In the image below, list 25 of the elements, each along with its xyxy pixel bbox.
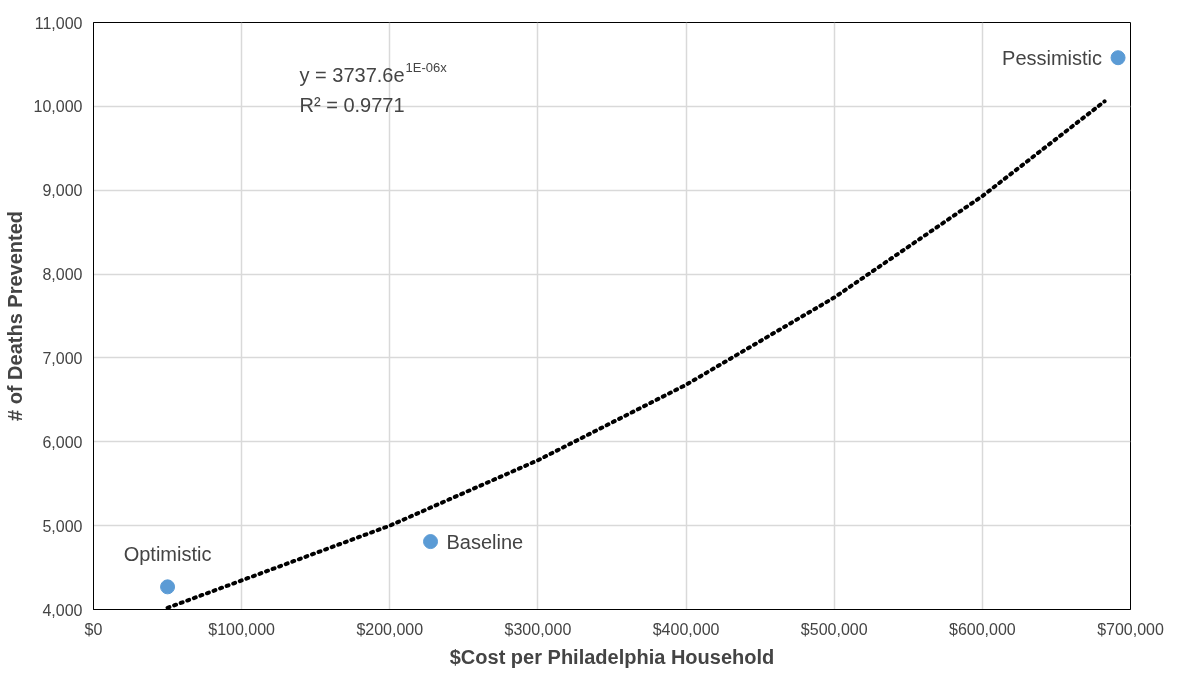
x-tick-label: $100,000 — [208, 620, 276, 638]
annotation: Baseline — [446, 530, 524, 553]
x-tick-label: $200,000 — [356, 620, 424, 638]
x-tick-label: $300,000 — [504, 620, 572, 638]
annotation: Pessimistic — [1002, 46, 1103, 69]
annotation: Optimistic — [123, 542, 212, 565]
annotation: R² = 0.9771 — [299, 93, 405, 116]
y-tick-label: 9,000 — [42, 182, 83, 200]
y-tick-label: 7,000 — [42, 349, 83, 367]
x-tick-label: $400,000 — [652, 620, 720, 638]
y-axis-title: # of Deaths Prevented — [3, 210, 26, 422]
x-tick-label: $500,000 — [800, 620, 868, 638]
y-tick-label: 11,000 — [34, 14, 83, 32]
y-tick-label: 6,000 — [42, 433, 83, 451]
x-axis-title: $Cost per Philadelphia Household — [449, 645, 775, 668]
y-tick-label: 4,000 — [42, 601, 83, 619]
x-tick-label: $600,000 — [948, 620, 1016, 638]
y-tick-label: 8,000 — [42, 266, 83, 284]
point — [1110, 50, 1126, 66]
point — [160, 579, 176, 595]
x-tick-label: $0 — [84, 620, 103, 638]
point — [423, 534, 439, 550]
x-tick-label: $700,000 — [1097, 620, 1164, 638]
y-tick-label: 5,000 — [42, 517, 83, 535]
y-tick-label: 10,000 — [33, 98, 83, 116]
